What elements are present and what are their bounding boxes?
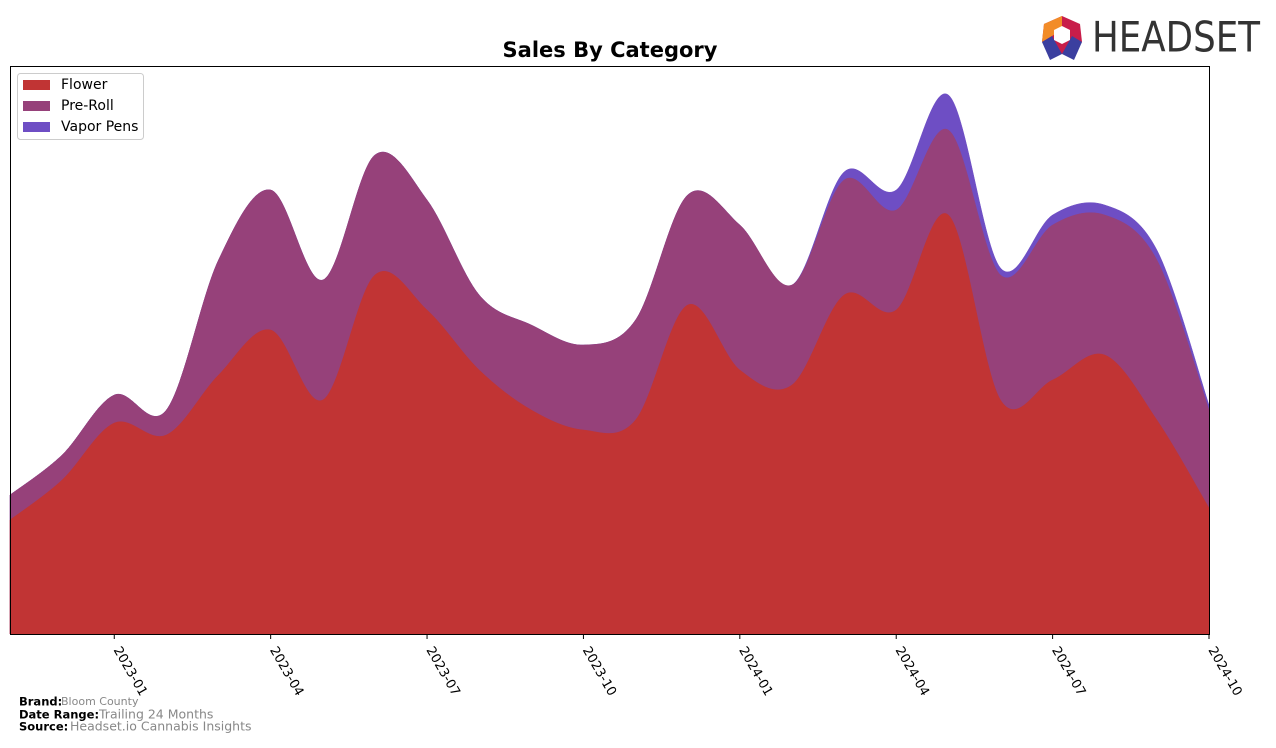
legend-swatch: [23, 122, 50, 132]
x-tick-label: 2024-01: [735, 644, 775, 699]
x-tick-label: 2023-01: [110, 644, 150, 699]
plot-frame: [10, 66, 1210, 635]
x-tick-label: 2023-07: [423, 644, 463, 699]
logo-mark: [1054, 26, 1070, 44]
legend-swatch: [23, 101, 50, 111]
legend: Flower Pre-Roll Vapor Pens: [17, 73, 144, 140]
logo: HEADSET: [1042, 13, 1260, 62]
logo-mark: [1062, 36, 1082, 60]
legend-label: Flower: [61, 77, 108, 93]
x-tick-label: 2024-04: [892, 644, 932, 699]
chart-title: Sales By Category: [503, 38, 718, 62]
plot-area: [9, 93, 1210, 635]
area: [9, 213, 1210, 635]
footer-value: Bloom County: [61, 695, 139, 708]
footer: Brand: Bloom County Date Range: Trailing…: [19, 695, 252, 734]
legend-label: Pre-Roll: [61, 98, 114, 114]
footer-value: Headset.io Cannabis Insights: [70, 719, 252, 734]
logo-mark: [1042, 16, 1062, 42]
x-tick-label: 2024-07: [1048, 644, 1088, 699]
footer-value: Trailing 24 Months: [98, 707, 213, 722]
logo-text: HEADSET: [1092, 13, 1260, 62]
footer-label: Brand:: [19, 695, 62, 709]
x-tick-label: 2023-04: [266, 644, 306, 699]
legend-swatch: [23, 80, 50, 90]
footer-label: Date Range:: [19, 708, 99, 722]
footer-label: Source:: [19, 720, 68, 734]
x-tick-label: 2023-10: [579, 644, 619, 699]
logo-mark: [1042, 36, 1062, 60]
legend-label: Vapor Pens: [61, 119, 138, 135]
x-tick-label: 2024-10: [1205, 644, 1245, 699]
